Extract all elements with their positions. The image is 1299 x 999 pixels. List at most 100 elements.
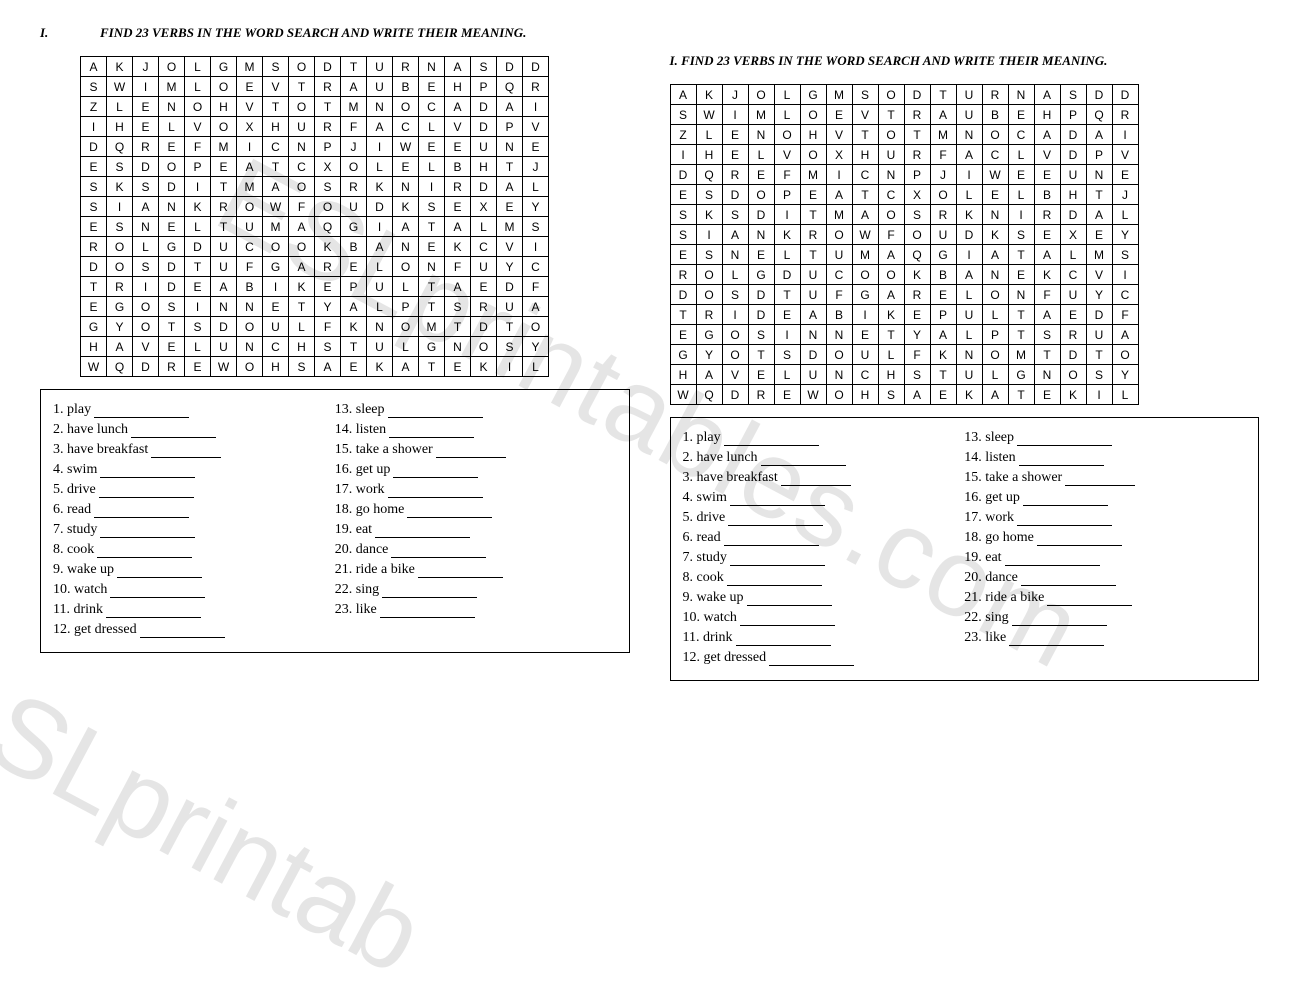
answer-blank[interactable] xyxy=(730,554,825,566)
grid-cell: O xyxy=(722,325,748,345)
heading-text: FIND 23 VERBS IN THE WORD SEARCH AND WRI… xyxy=(681,53,1107,68)
answer-blank[interactable] xyxy=(436,446,506,458)
answer-blank[interactable] xyxy=(1019,454,1104,466)
grid-cell: H xyxy=(670,365,696,385)
answer-blank[interactable] xyxy=(736,634,831,646)
grid-cell: A xyxy=(956,265,982,285)
grid-cell: W xyxy=(263,197,289,217)
answer-blank[interactable] xyxy=(730,494,825,506)
grid-cell: W xyxy=(81,357,107,377)
grid-cell: S xyxy=(471,57,497,77)
answer-blank[interactable] xyxy=(781,474,851,486)
grid-cell: A xyxy=(904,385,930,405)
grid-cell: S xyxy=(696,185,722,205)
answer-blank[interactable] xyxy=(375,526,470,538)
answer-blank[interactable] xyxy=(1021,574,1116,586)
grid-cell: T xyxy=(774,285,800,305)
answer-label: 7. study xyxy=(683,550,727,565)
grid-cell: N xyxy=(1086,165,1112,185)
answer-blank[interactable] xyxy=(151,446,221,458)
answer-blank[interactable] xyxy=(94,406,189,418)
grid-cell: O xyxy=(211,117,237,137)
grid-cell: D xyxy=(1060,205,1086,225)
answer-blank[interactable] xyxy=(1023,494,1108,506)
answer-label: 11. drink xyxy=(683,630,733,645)
grid-cell: H xyxy=(696,145,722,165)
answer-blank[interactable] xyxy=(99,486,194,498)
answer-blank[interactable] xyxy=(100,466,195,478)
answer-blank[interactable] xyxy=(1005,554,1100,566)
grid-cell: E xyxy=(159,337,185,357)
grid-cell: W xyxy=(211,357,237,377)
answer-blank[interactable] xyxy=(388,486,483,498)
answer-row: 14. listen xyxy=(964,450,1246,466)
answer-blank[interactable] xyxy=(724,434,819,446)
answer-blank[interactable] xyxy=(761,454,846,466)
answer-blank[interactable] xyxy=(740,614,835,626)
answer-blank[interactable] xyxy=(1012,614,1107,626)
grid-cell: D xyxy=(722,385,748,405)
answer-blank[interactable] xyxy=(1037,534,1122,546)
answer-blank[interactable] xyxy=(391,546,486,558)
answer-blank[interactable] xyxy=(389,426,474,438)
grid-cell: K xyxy=(367,357,393,377)
grid-cell: R xyxy=(1034,205,1060,225)
grid-cell: D xyxy=(211,317,237,337)
grid-cell: I xyxy=(497,357,523,377)
answer-blank[interactable] xyxy=(140,626,225,638)
grid-cell: L xyxy=(956,325,982,345)
grid-cell: Q xyxy=(696,385,722,405)
grid-cell: O xyxy=(237,317,263,337)
answer-blank[interactable] xyxy=(1017,514,1112,526)
answer-blank[interactable] xyxy=(769,654,854,666)
grid-cell: P xyxy=(930,305,956,325)
answer-row: 17. work xyxy=(964,510,1246,526)
grid-cell: M xyxy=(800,165,826,185)
answer-blank[interactable] xyxy=(1047,594,1132,606)
answer-blank[interactable] xyxy=(106,606,201,618)
answer-blank[interactable] xyxy=(388,406,483,418)
answer-blank[interactable] xyxy=(94,506,189,518)
grid-cell: U xyxy=(367,337,393,357)
answer-row: 11. drink xyxy=(683,630,965,646)
answer-blank[interactable] xyxy=(747,594,832,606)
grid-cell: A xyxy=(1034,245,1060,265)
answer-blank[interactable] xyxy=(724,534,819,546)
answer-blank[interactable] xyxy=(382,586,477,598)
answer-label: 2. have lunch xyxy=(53,422,128,437)
answer-blank[interactable] xyxy=(380,606,475,618)
grid-cell: B xyxy=(826,305,852,325)
grid-cell: N xyxy=(956,125,982,145)
grid-cell: S xyxy=(722,205,748,225)
grid-cell: L xyxy=(185,77,211,97)
answer-blank[interactable] xyxy=(407,506,492,518)
grid-cell: T xyxy=(1008,385,1034,405)
grid-cell: E xyxy=(445,197,471,217)
answer-blank[interactable] xyxy=(1017,434,1112,446)
grid-cell: P xyxy=(315,137,341,157)
answer-blank[interactable] xyxy=(131,426,216,438)
grid-cell: I xyxy=(696,225,722,245)
answer-blank[interactable] xyxy=(100,526,195,538)
answer-blank[interactable] xyxy=(97,546,192,558)
grid-cell: I xyxy=(523,237,549,257)
answers-box-right: 1. play2. have lunch3. have breakfast4. … xyxy=(670,417,1260,681)
grid-cell: O xyxy=(852,265,878,285)
grid-cell: Y xyxy=(1112,225,1138,245)
grid-cell: K xyxy=(774,225,800,245)
answer-blank[interactable] xyxy=(117,566,202,578)
grid-cell: H xyxy=(852,145,878,165)
grid-cell: T xyxy=(852,185,878,205)
answer-blank[interactable] xyxy=(727,574,822,586)
answer-blank[interactable] xyxy=(418,566,503,578)
answer-blank[interactable] xyxy=(1009,634,1104,646)
answer-blank[interactable] xyxy=(110,586,205,598)
grid-cell: C xyxy=(826,265,852,285)
grid-cell: X xyxy=(904,185,930,205)
answer-blank[interactable] xyxy=(728,514,823,526)
answer-blank[interactable] xyxy=(1065,474,1135,486)
grid-cell: E xyxy=(1008,165,1034,185)
grid-cell: Y xyxy=(523,337,549,357)
answer-blank[interactable] xyxy=(393,466,478,478)
grid-cell: N xyxy=(445,337,471,357)
